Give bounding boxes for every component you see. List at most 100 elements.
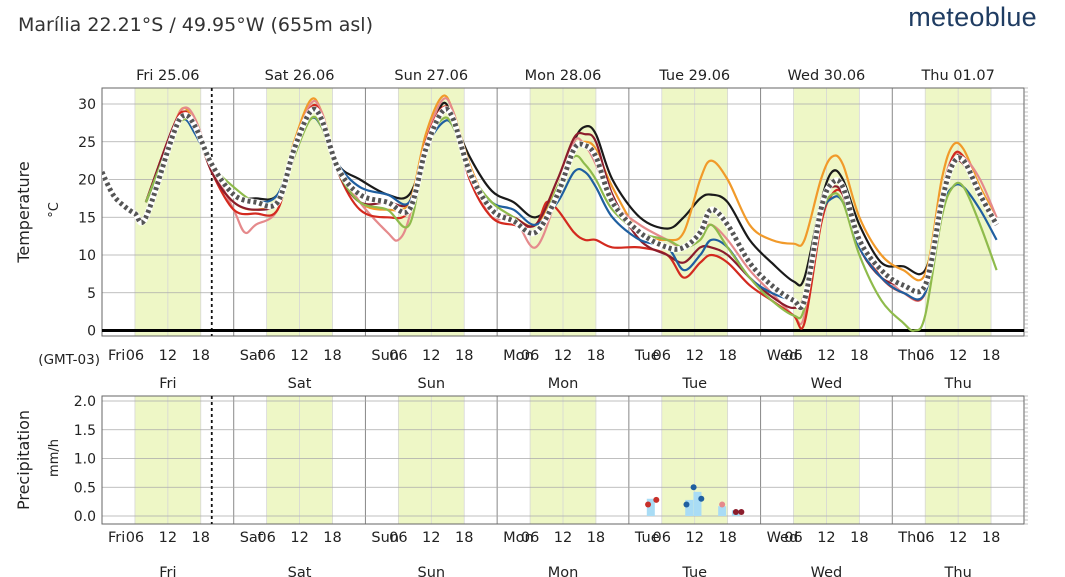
hour-tick-label: 18 — [718, 348, 736, 364]
hour-tick-label: 12 — [685, 530, 703, 546]
date-label: Sun 27.06 — [394, 68, 468, 84]
hour-tick-label: 06 — [389, 530, 407, 546]
y-tick-label: 0.5 — [74, 480, 96, 496]
day-name-label: Tue — [681, 376, 707, 392]
date-label: Mon 28.06 — [525, 68, 602, 84]
y-axis-title: Precipitation — [14, 410, 33, 510]
hour-tick-label: 06 — [653, 348, 671, 364]
y-tick-label: 20 — [78, 173, 96, 189]
hour-tick-label: 06 — [257, 530, 275, 546]
y-tick-label: 0 — [87, 324, 96, 340]
day-tick-label: Sun — [371, 348, 399, 364]
y-tick-label: 2.0 — [74, 394, 96, 410]
precipitation-bar — [693, 491, 702, 516]
precipitation-bar — [646, 498, 655, 516]
precipitation-model-point — [719, 501, 726, 508]
date-label: Tue 29.06 — [658, 68, 730, 84]
day-tick-label: Sat — [240, 348, 264, 364]
hour-tick-label: 06 — [653, 530, 671, 546]
day-tick-label: Mon — [503, 348, 534, 364]
day-name-label: Fri — [159, 565, 176, 577]
hour-tick-label: 12 — [817, 530, 835, 546]
hour-tick-label: 06 — [257, 348, 275, 364]
date-label: Sat 26.06 — [265, 68, 335, 84]
temperature-series-group — [102, 94, 1000, 332]
precipitation-model-point — [738, 508, 745, 515]
hour-tick-label: 12 — [159, 530, 177, 546]
meteoblue-logo[interactable]: meteoblue — [908, 2, 1037, 32]
precipitation-bar — [685, 499, 694, 516]
hour-tick-label: 12 — [554, 530, 572, 546]
hour-tick-label: 12 — [817, 348, 835, 364]
y-tick-label: 10 — [78, 248, 96, 264]
y-tick-label: 15 — [78, 210, 96, 226]
day-name-label: Thu — [944, 376, 972, 392]
hour-tick-label: 18 — [192, 530, 210, 546]
day-tick-label: Thu — [897, 348, 925, 364]
precipitation-model-point — [698, 495, 705, 502]
hour-tick-label: 12 — [422, 348, 440, 364]
hour-tick-label: 18 — [323, 530, 341, 546]
precipitation-model-point — [645, 501, 652, 508]
location-title: Marília 22.21°S / 49.95°W (655m asl) — [18, 14, 373, 36]
day-name-label: Thu — [944, 565, 972, 577]
date-label: Thu 01.07 — [920, 68, 994, 84]
precipitation-model-point — [653, 496, 660, 503]
day-tick-label: Wed — [767, 348, 799, 364]
hour-tick-label: 12 — [159, 348, 177, 364]
precipitation-panel: 0.0 0.5 1.0 1.5 2.0 Precipitation mm/h Fri 06 12 1… — [14, 394, 1028, 577]
day-name-label: Wed — [811, 376, 843, 392]
date-label: Wed 30.06 — [788, 68, 866, 84]
day-name-label: Sat — [288, 565, 312, 577]
timezone-label: (GMT-03) — [38, 352, 100, 368]
hour-tick-label: 18 — [850, 530, 868, 546]
hour-tick-label: 18 — [982, 530, 1000, 546]
y-tick-label: 25 — [78, 135, 96, 151]
y-tick-label: 0.0 — [74, 509, 96, 525]
y-axis-unit: °C — [47, 202, 62, 218]
hour-tick-label: 06 — [126, 348, 144, 364]
hour-tick-label: 18 — [455, 530, 473, 546]
y-tick-label: 30 — [78, 97, 96, 113]
day-tick-label: Mon — [503, 530, 534, 546]
hour-tick-label: 18 — [587, 348, 605, 364]
hour-tick-label: 18 — [982, 348, 1000, 364]
day-tick-label: Wed — [767, 530, 799, 546]
day-tick-label: Tue — [634, 530, 660, 546]
hour-tick-label: 06 — [784, 348, 802, 364]
y-axis-unit: mm/h — [47, 439, 62, 477]
hour-tick-label: 18 — [718, 530, 736, 546]
day-tick-label: Sat — [240, 530, 264, 546]
day-name-label: Fri — [159, 376, 176, 392]
day-name-label: Tue — [681, 565, 707, 577]
day-tick-label: Fri — [108, 530, 125, 546]
precipitation-model-point — [732, 508, 739, 515]
hour-tick-label: 06 — [916, 530, 934, 546]
precipitation-bar — [718, 506, 727, 516]
day-name-label: Sat — [288, 376, 312, 392]
hour-tick-label: 18 — [455, 348, 473, 364]
hour-tick-label: 12 — [949, 348, 967, 364]
hour-tick-label: 06 — [916, 348, 934, 364]
hour-tick-label: 18 — [587, 530, 605, 546]
y-tick-label: 1.5 — [74, 423, 96, 439]
hour-tick-label: 12 — [949, 530, 967, 546]
hour-tick-label: 12 — [685, 348, 703, 364]
temperature-panel: 0 5 10 15 20 25 30 Temperature °C Fri 25.06 Sat 26… — [14, 68, 1028, 392]
day-name-label: Sun — [417, 565, 445, 577]
temperature-line-ensemble-mean — [102, 106, 999, 311]
day-name-label: Sun — [417, 376, 445, 392]
hour-tick-label: 06 — [521, 348, 539, 364]
hour-tick-label: 18 — [323, 348, 341, 364]
day-name-label: Mon — [548, 565, 579, 577]
hour-tick-label: 06 — [784, 530, 802, 546]
y-tick-label: 1.0 — [74, 452, 96, 468]
day-tick-label: Tue — [634, 348, 660, 364]
hour-tick-label: 18 — [850, 348, 868, 364]
day-tick-label: Fri — [108, 348, 125, 364]
y-axis-title: Temperature — [14, 161, 33, 263]
y-tick-label: 5 — [87, 286, 96, 302]
date-label: Fri 25.06 — [136, 68, 199, 84]
hour-tick-label: 06 — [389, 348, 407, 364]
